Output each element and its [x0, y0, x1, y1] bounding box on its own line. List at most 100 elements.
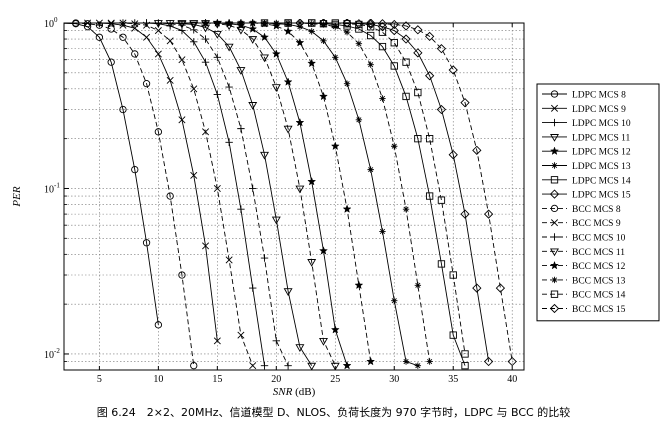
- y-tick-label: 10: [44, 19, 54, 30]
- data-point: [342, 204, 352, 213]
- data-point: [389, 25, 399, 36]
- data-point: [95, 33, 104, 41]
- x-tick-label: 5: [97, 374, 102, 385]
- data-point: [249, 184, 257, 193]
- data-point: [425, 192, 434, 200]
- legend-entry: LDPC MCS 10: [542, 118, 631, 129]
- data-point: [391, 297, 398, 304]
- series-line: [158, 22, 313, 366]
- data-point: [460, 209, 470, 219]
- data-point: [131, 50, 139, 58]
- data-point: [201, 35, 210, 43]
- legend-label: BCC MCS 8: [572, 205, 621, 215]
- series-ldpc-mcs-13: [237, 19, 422, 369]
- series-line: [64, 22, 195, 366]
- series-line: [64, 22, 159, 325]
- data-point: [190, 38, 198, 46]
- data-point: [355, 116, 363, 124]
- x-axis-label-main: SNR: [273, 386, 293, 398]
- data-point: [448, 65, 458, 75]
- data-point: [154, 50, 162, 58]
- data-point: [343, 80, 351, 87]
- legend-entry: LDPC MCS 8: [542, 90, 626, 101]
- series-line: [264, 22, 466, 366]
- data-point: [295, 38, 305, 47]
- legend-marker: [551, 162, 558, 169]
- data-point: [425, 31, 435, 42]
- data-point: [330, 141, 340, 151]
- data-point: [201, 24, 211, 33]
- series-line: [111, 22, 254, 366]
- data-point: [295, 344, 305, 353]
- legend-entry: BCC MCS 13: [542, 276, 626, 286]
- legend-label: LDPC MCS 10: [572, 119, 631, 129]
- data-point: [237, 124, 245, 133]
- legend-label: LDPC MCS 9: [572, 105, 626, 115]
- x-axis-label: SNR (dB): [273, 386, 316, 398]
- legend-marker: [550, 260, 559, 270]
- data-point: [190, 361, 198, 370]
- data-point: [377, 19, 388, 29]
- legend-label: BCC MCS 13: [572, 276, 626, 286]
- data-point: [366, 356, 376, 366]
- data-point: [342, 19, 352, 28]
- data-point: [414, 282, 422, 289]
- data-point: [379, 228, 386, 235]
- data-point: [154, 128, 163, 136]
- data-point: [343, 28, 351, 36]
- data-point: [318, 19, 329, 28]
- data-point: [283, 77, 293, 86]
- data-point: [295, 185, 305, 194]
- y-tick-exponent: 0: [54, 16, 58, 24]
- data-point: [213, 53, 222, 62]
- series-bcc-mcs-11: [177, 20, 340, 370]
- legend-entry: BCC MCS 10: [542, 233, 626, 244]
- data-point: [271, 49, 281, 58]
- data-point: [308, 20, 315, 27]
- legend-entry: LDPC MCS 15: [542, 189, 631, 201]
- data-point: [248, 24, 258, 33]
- data-point: [460, 98, 470, 108]
- data-point: [166, 192, 174, 200]
- data-point: [437, 196, 446, 204]
- legend-marker: [551, 276, 558, 284]
- data-point: [201, 20, 211, 28]
- data-point: [178, 56, 186, 64]
- data-point: [154, 27, 162, 35]
- data-point: [190, 171, 198, 179]
- data-point: [271, 84, 281, 92]
- data-point: [166, 37, 174, 45]
- series-line: [240, 22, 418, 367]
- legend-marker: [550, 290, 559, 298]
- data-point: [142, 80, 151, 88]
- series-ldpc-mcs-14: [260, 19, 469, 370]
- data-point: [437, 260, 446, 268]
- y-tick-label: 10: [44, 184, 54, 195]
- x-tick-label: 25: [330, 374, 340, 385]
- data-point: [189, 20, 199, 28]
- legend-label: BCC MCS 9: [572, 219, 621, 229]
- legend-marker: [550, 233, 559, 241]
- data-point: [260, 32, 269, 42]
- legend-label: BCC MCS 10: [572, 234, 626, 244]
- data-point: [260, 254, 269, 262]
- x-tick-label: 15: [212, 374, 222, 385]
- data-point: [307, 176, 317, 186]
- data-point: [225, 83, 233, 91]
- data-point: [367, 31, 375, 40]
- data-point: [236, 67, 246, 75]
- data-point: [414, 88, 422, 97]
- data-point: [461, 350, 469, 358]
- series-line: [122, 22, 265, 366]
- legend-label: LDPC MCS 12: [572, 148, 631, 158]
- data-point: [178, 116, 186, 124]
- legend-entry: BCC MCS 8: [542, 204, 621, 215]
- data-point: [461, 361, 469, 370]
- x-tick-label: 40: [507, 374, 517, 385]
- series-bcc-mcs-15: [318, 19, 517, 367]
- data-point: [295, 117, 305, 127]
- data-point: [213, 184, 221, 193]
- legend-label: LDPC MCS 11: [572, 133, 630, 143]
- data-point: [178, 271, 186, 279]
